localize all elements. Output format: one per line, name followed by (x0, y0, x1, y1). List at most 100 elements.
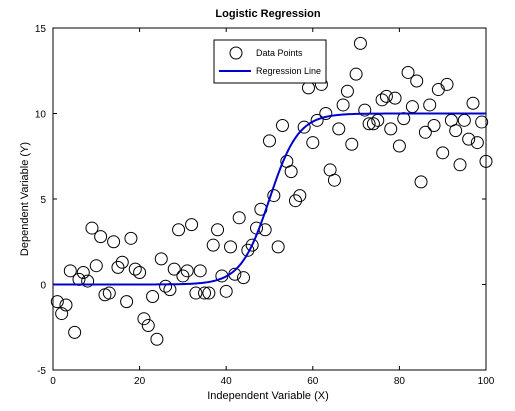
data-point (466, 96, 480, 110)
data-point (172, 223, 186, 237)
data-point (150, 332, 164, 346)
data-point (111, 260, 125, 274)
data-point (55, 307, 69, 321)
regression-line-layer (53, 112, 486, 286)
chart-title: Logistic Regression (215, 8, 320, 20)
data-point (319, 107, 333, 120)
data-point (405, 100, 419, 114)
data-point (154, 252, 168, 266)
data-point (340, 84, 354, 98)
x-tick-label: 60 (307, 376, 319, 387)
data-point (107, 235, 121, 249)
legend: Data Points Regression Line (213, 39, 327, 84)
data-point (353, 36, 367, 50)
data-point (475, 115, 489, 129)
data-point (275, 118, 289, 132)
data-point (219, 284, 233, 298)
legend-marker-data-points (229, 46, 243, 60)
data-point (306, 136, 320, 150)
data-point (232, 211, 246, 225)
data-point (349, 67, 363, 81)
data-point (453, 158, 467, 172)
data-point (102, 286, 116, 300)
x-axis-label: Independent Variable (X) (207, 390, 329, 402)
x-tick-label: 80 (394, 376, 406, 387)
data-point (59, 298, 73, 312)
data-point (189, 286, 203, 300)
data-point (202, 286, 216, 300)
x-tick-label: 0 (50, 376, 56, 387)
data-point (436, 146, 450, 160)
data-point (423, 98, 437, 112)
regression-line (53, 112, 486, 286)
legend-box (213, 39, 327, 84)
y-tick-label: 15 (35, 24, 47, 35)
data-point (89, 259, 103, 273)
data-point (388, 91, 402, 105)
data-point (379, 89, 393, 103)
x-tick-label: 40 (221, 376, 233, 387)
data-point (120, 295, 134, 309)
data-point (263, 134, 276, 148)
data-points-layer (50, 36, 493, 346)
data-point (449, 124, 463, 138)
data-point (301, 81, 315, 95)
data-point (94, 230, 108, 244)
data-point (345, 137, 359, 151)
data-point (336, 98, 350, 112)
data-point (176, 269, 190, 283)
data-point (180, 264, 194, 278)
y-tick-label: 5 (40, 195, 46, 206)
data-point (128, 262, 142, 276)
data-point (115, 255, 129, 269)
data-point (410, 74, 424, 88)
data-point (284, 165, 298, 179)
data-point (267, 189, 281, 203)
data-point (414, 175, 428, 189)
data-point (198, 286, 212, 300)
y-tick-label: -5 (37, 366, 46, 377)
data-point (159, 279, 173, 293)
data-point (288, 194, 302, 208)
data-point (167, 262, 181, 276)
data-point (146, 289, 160, 303)
data-point (245, 238, 259, 252)
data-point (332, 122, 346, 136)
data-point (479, 154, 493, 168)
data-point (206, 238, 220, 252)
data-point (76, 266, 90, 280)
data-point (237, 271, 251, 285)
data-point (193, 264, 207, 278)
data-point (271, 240, 285, 254)
y-axis: -5 0 5 10 15 (35, 24, 486, 377)
y-tick-label: 10 (35, 110, 47, 121)
data-point (224, 240, 238, 254)
data-point (440, 77, 454, 91)
x-tick-label: 20 (134, 376, 146, 387)
y-axis-label: Dependent Variable (Y) (19, 142, 31, 256)
data-point (401, 65, 415, 79)
data-point (293, 189, 307, 203)
data-point (457, 113, 471, 127)
data-point (133, 266, 147, 280)
data-point (81, 274, 95, 288)
data-point (185, 218, 199, 232)
data-point (358, 103, 372, 117)
y-tick-label: 0 (40, 281, 46, 292)
data-point (124, 231, 138, 245)
data-point (362, 117, 376, 131)
legend-label-regression-line: Regression Line (256, 66, 321, 76)
data-point (85, 221, 99, 235)
data-point (141, 319, 155, 333)
data-point (327, 173, 341, 187)
data-point (310, 113, 324, 127)
data-point (68, 325, 82, 339)
data-point (50, 295, 64, 309)
data-point (431, 83, 445, 97)
data-point (211, 223, 225, 237)
x-axis: 0 20 40 60 80 100 (50, 28, 495, 387)
data-point (375, 93, 389, 107)
data-point (384, 122, 398, 136)
data-point (427, 118, 441, 132)
